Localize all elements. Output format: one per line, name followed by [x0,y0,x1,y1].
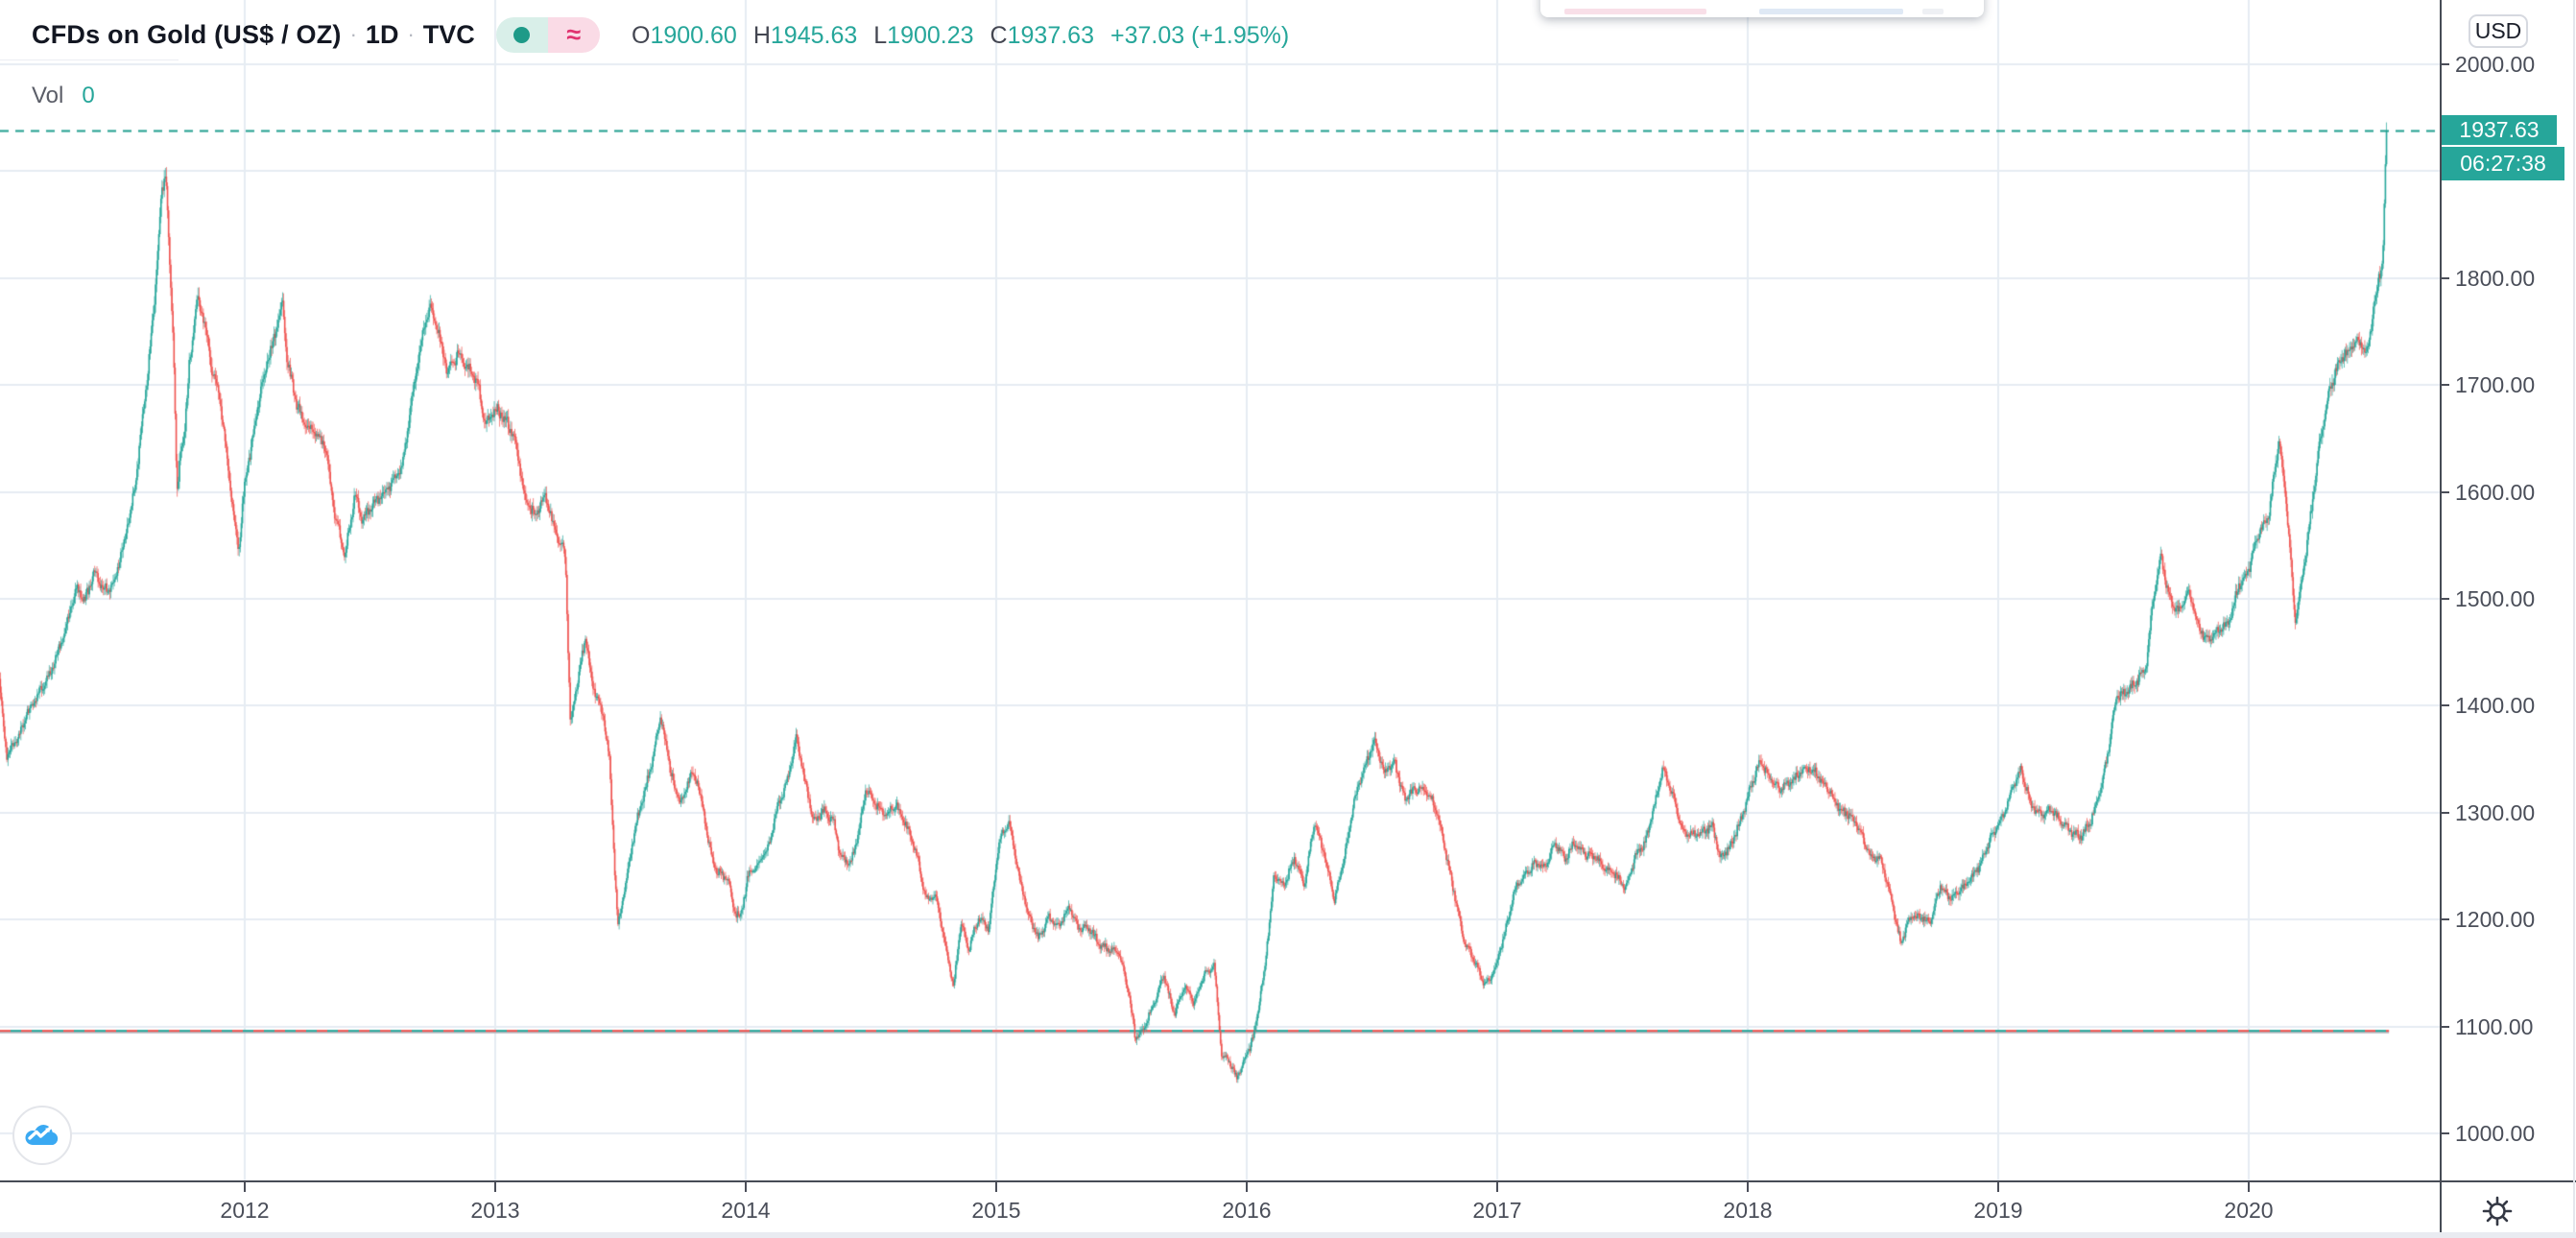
close-label: C [990,21,1008,49]
price-tick-label: 1300.00 [2455,799,2536,825]
open-label: O [632,21,651,49]
price-tick-mark [2441,276,2449,279]
time-tick-mark [1747,1181,1749,1192]
high-label: H [752,21,771,49]
low-value: 1900.23 [887,21,974,49]
pane-right-edge [2573,0,2575,1232]
time-axis-border [0,1180,2576,1182]
time-tick-label: 2018 [1723,1198,1773,1223]
separator-dot: · [407,22,415,46]
price-axis-border [2440,0,2442,1232]
price-tick-label: 1800.00 [2455,265,2536,291]
toolbar-blue-segment [1759,9,1903,14]
time-tick-label: 2015 [971,1198,1021,1223]
price-tick-mark [2441,63,2449,65]
price-tick-mark [2441,598,2449,600]
toolbar-pink-segment [1564,9,1706,14]
symbol-legend: CFDs on Gold (US$ / OZ) · 1D · TVC ≈ [32,15,600,54]
time-tick-label: 2020 [2224,1198,2274,1223]
time-tick-mark [995,1181,997,1192]
floating-toolbar[interactable] [1540,0,1984,17]
time-tick-label: 2016 [1222,1198,1272,1223]
price-tick-label: 1700.00 [2455,372,2536,398]
market-status-pill[interactable]: ≈ [495,16,600,53]
time-tick-label: 2017 [1472,1198,1522,1223]
price-tick-mark [2441,1025,2449,1028]
price-tick-label: 1100.00 [2455,1013,2534,1039]
time-tick-mark [745,1181,747,1192]
ohlc-values: O 1900.60 H 1945.63 L 1900.23 C 1937.63 … [632,19,1289,52]
settings-gear-icon[interactable] [2478,1192,2516,1230]
price-tick-label: 2000.00 [2455,52,2536,77]
delayed-data-icon: ≈ [547,16,600,53]
price-tick-label: 1400.00 [2455,693,2536,719]
window-bottom-strip [0,1232,2576,1238]
price-tick-label: 1500.00 [2455,586,2536,611]
time-tick-label: 2019 [1973,1198,2023,1223]
price-tick-mark [2441,1132,2449,1134]
time-tick-label: 2013 [470,1198,520,1223]
time-tick-mark [244,1181,246,1192]
time-axis[interactable] [0,1182,2440,1232]
price-axis[interactable] [2442,0,2574,1180]
change-value: +37.03 (+1.95%) [1109,21,1290,49]
volume-legend: Vol 0 [32,83,95,109]
price-tick-mark [2441,490,2449,493]
gear-glyph [2482,1196,2513,1226]
time-tick-mark [2248,1181,2250,1192]
open-value: 1900.60 [650,21,737,49]
price-tick-label: 1000.00 [2455,1121,2536,1146]
toolbar-gray-segment [1922,9,1944,14]
axis-corner-cell [2442,1182,2576,1232]
volume-value: 0 [82,83,95,108]
price-tick-label: 1600.00 [2455,479,2536,505]
realtime-dot-icon [495,16,548,53]
time-tick-label: 2012 [220,1198,270,1223]
currency-button[interactable]: USD [2469,14,2528,48]
volume-label[interactable]: Vol [32,83,64,108]
price-tick-mark [2441,918,2449,921]
time-tick-mark [1246,1181,1248,1192]
symbol-title[interactable]: CFDs on Gold (US$ / OZ) [32,19,342,49]
low-label: L [873,21,888,49]
time-tick-label: 2014 [721,1198,771,1223]
cloud-chart-icon [25,1125,59,1145]
price-tick-mark [2441,704,2449,707]
close-value: 1937.63 [1007,21,1094,49]
time-tick-mark [494,1181,496,1192]
price-tick-mark [2441,811,2449,814]
exchange-label[interactable]: TVC [422,19,475,49]
price-tick-mark [2441,384,2449,387]
tradingview-logo[interactable] [12,1106,72,1165]
bar-countdown-label: 06:27:38 [2442,147,2564,181]
high-value: 1945.63 [770,21,858,49]
interval-label[interactable]: 1D [365,19,399,49]
separator-dot: · [349,22,357,46]
price-tick-label: 1200.00 [2455,907,2536,933]
time-tick-mark [1997,1181,1999,1192]
time-tick-mark [1496,1181,1498,1192]
last-price-label: 1937.63 [2442,115,2557,146]
